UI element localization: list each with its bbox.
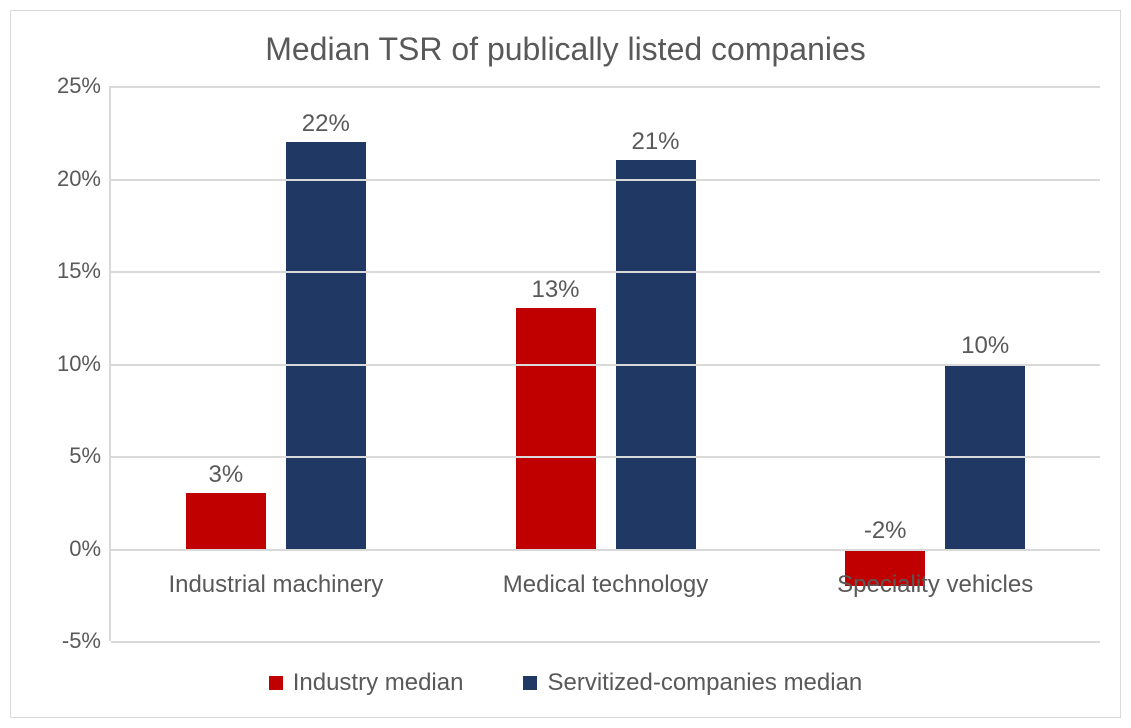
legend-item-servitized_companies_median: Servitized-companies median	[523, 669, 862, 697]
bar-rect	[516, 308, 596, 549]
gridline	[111, 271, 1100, 273]
legend: Industry median Servitized-companies medi…	[31, 641, 1100, 707]
y-tick-label: 5%	[69, 443, 101, 469]
y-tick-label: 15%	[57, 258, 101, 284]
y-axis: 25%20%15%10%5%0%-5%	[31, 86, 109, 641]
data-label: 22%	[302, 110, 350, 142]
y-tick-label: -5%	[62, 628, 101, 654]
gridline	[111, 364, 1100, 366]
category-label: Industrial machinery	[168, 571, 383, 599]
legend-label: Servitized-companies median	[547, 669, 862, 697]
bar-rect	[186, 493, 266, 549]
data-label: 3%	[208, 461, 243, 493]
bar-rect	[616, 160, 696, 549]
data-label: 13%	[531, 276, 579, 308]
gridline	[111, 641, 1100, 643]
bar-rect	[286, 142, 366, 549]
outer-frame: Median TSR of publically listed companie…	[0, 0, 1131, 728]
chart-title: Median TSR of publically listed companie…	[31, 31, 1100, 68]
plot-area: 3% 22% Industrial machinery 13% 21% Medical t…	[109, 86, 1100, 641]
category-label: Medical technology	[503, 571, 708, 599]
y-tick-label: 0%	[69, 536, 101, 562]
gridline	[111, 86, 1100, 88]
category-label: Speciality vehicles	[837, 571, 1033, 599]
gridline	[111, 179, 1100, 181]
y-tick-label: 20%	[57, 166, 101, 192]
legend-label: Industry median	[293, 669, 464, 697]
legend-swatch	[523, 676, 537, 690]
data-label: 21%	[631, 128, 679, 160]
y-tick-label: 10%	[57, 351, 101, 377]
chart-card: Median TSR of publically listed companie…	[10, 10, 1121, 718]
gridline-zero	[111, 549, 1100, 551]
gridline	[111, 456, 1100, 458]
data-label: 10%	[961, 332, 1009, 364]
data-label: -2%	[864, 517, 907, 549]
plot-wrap: 25%20%15%10%5%0%-5% 3%22%Industrial mach…	[31, 86, 1100, 641]
y-tick-label: 25%	[57, 73, 101, 99]
legend-swatch	[269, 676, 283, 690]
legend-item-industry_median: Industry median	[269, 669, 464, 697]
